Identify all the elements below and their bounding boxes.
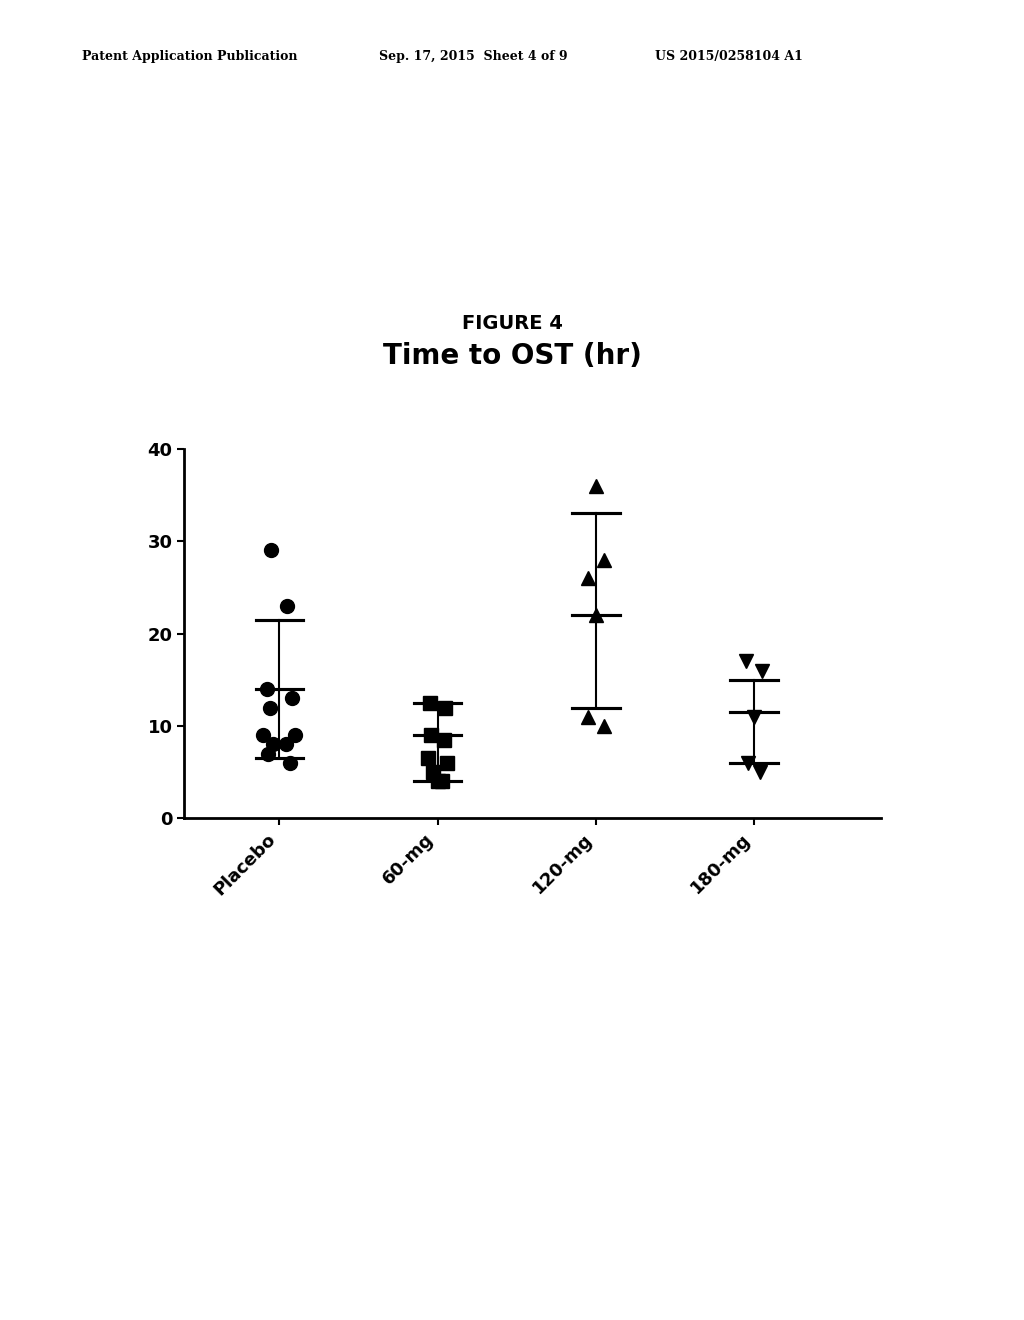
Text: US 2015/0258104 A1: US 2015/0258104 A1: [655, 50, 803, 63]
Text: Time to OST (hr): Time to OST (hr): [383, 342, 641, 371]
Text: FIGURE 4: FIGURE 4: [462, 314, 562, 333]
Text: Patent Application Publication: Patent Application Publication: [82, 50, 297, 63]
Text: Sep. 17, 2015  Sheet 4 of 9: Sep. 17, 2015 Sheet 4 of 9: [379, 50, 567, 63]
